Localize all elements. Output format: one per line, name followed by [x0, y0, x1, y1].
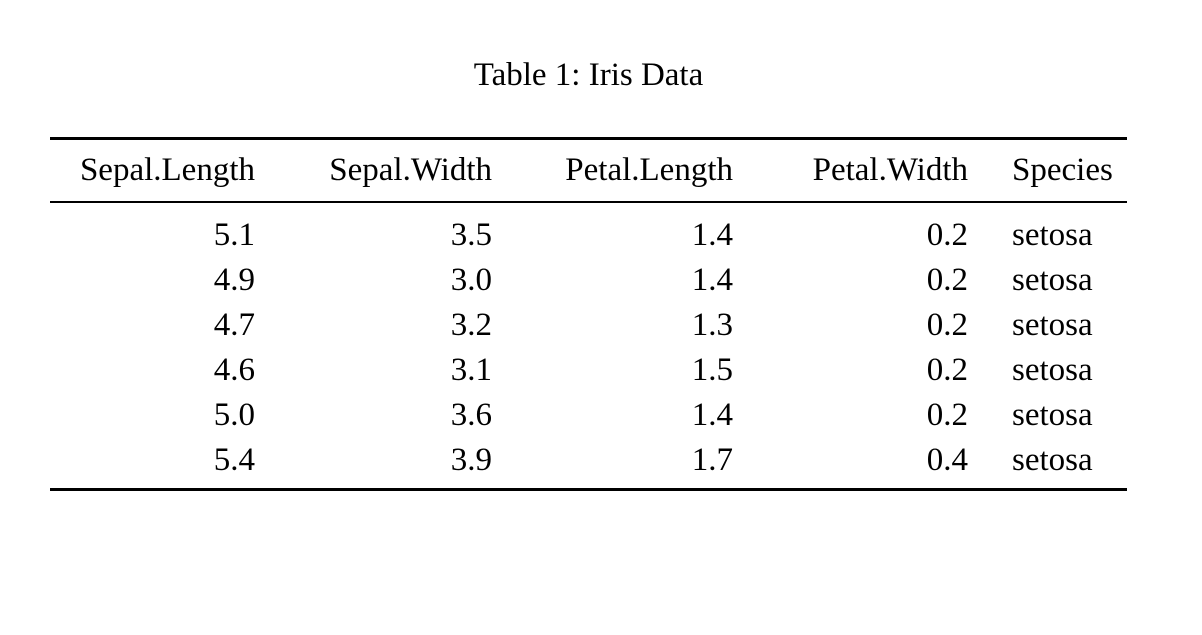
- cell-species: setosa: [1012, 442, 1093, 478]
- table-caption: Table 1: Iris Data: [473, 57, 704, 93]
- column-header-sepal-width: Sepal.Width: [255, 140, 492, 203]
- table-row: 5.0 3.6 1.4 0.2 setosa: [50, 393, 1127, 438]
- table-row: 4.6 3.1 1.5 0.2 setosa: [50, 348, 1127, 393]
- column-header-species: Species: [968, 140, 1127, 203]
- cell-petal-width: 0.2: [926, 262, 968, 298]
- column-header-petal-width: Petal.Width: [733, 140, 968, 203]
- cell-sepal-width: 3.5: [450, 217, 492, 253]
- cell-petal-length: 1.4: [691, 397, 733, 433]
- table-body: 5.1 3.5 1.4 0.2 setosa 4.9 3.0 1.4 0.2 setosa 4.7 3…: [50, 202, 1127, 483]
- cell-sepal-width: 3.9: [450, 442, 492, 478]
- cell-petal-length: 1.5: [691, 352, 733, 388]
- cell-petal-length: 1.3: [691, 307, 733, 343]
- table-row: 4.9 3.0 1.4 0.2 setosa: [50, 258, 1127, 303]
- cell-sepal-width: 3.1: [450, 352, 492, 388]
- table-row: 4.7 3.2 1.3 0.2 setosa: [50, 303, 1127, 348]
- cell-species: setosa: [1012, 262, 1093, 298]
- cell-sepal-length: 4.7: [213, 307, 255, 343]
- cell-sepal-length: 4.9: [213, 262, 255, 298]
- cell-sepal-length: 4.6: [213, 352, 255, 388]
- table-row: 5.1 3.5 1.4 0.2 setosa: [50, 202, 1127, 258]
- cell-sepal-length: 5.4: [213, 442, 255, 478]
- cell-sepal-width: 3.6: [450, 397, 492, 433]
- cell-petal-width: 0.2: [926, 352, 968, 388]
- column-header-sepal-length: Sepal.Length: [50, 140, 255, 203]
- column-header-petal-length: Petal.Length: [492, 140, 733, 203]
- cell-sepal-length: 5.1: [213, 217, 255, 253]
- cell-petal-width: 0.2: [926, 307, 968, 343]
- data-table-container: Sepal.Length Sepal.Width Petal.Length Pe…: [50, 137, 1127, 491]
- cell-petal-width: 0.2: [926, 217, 968, 253]
- table-row: 5.4 3.9 1.7 0.4 setosa: [50, 438, 1127, 483]
- cell-species: setosa: [1012, 217, 1093, 253]
- cell-species: setosa: [1012, 352, 1093, 388]
- cell-petal-length: 1.4: [691, 217, 733, 253]
- header-row: Sepal.Length Sepal.Width Petal.Length Pe…: [50, 140, 1127, 203]
- cell-species: setosa: [1012, 397, 1093, 433]
- iris-data-table: Sepal.Length Sepal.Width Petal.Length Pe…: [50, 140, 1127, 483]
- document-page: Table 1: Iris Data Sepal.Length Sepal.Wi…: [0, 55, 1202, 635]
- cell-sepal-length: 5.0: [213, 397, 255, 433]
- cell-petal-width: 0.4: [926, 442, 968, 478]
- cell-species: setosa: [1012, 307, 1093, 343]
- cell-petal-length: 1.7: [691, 442, 733, 478]
- table-header: Sepal.Length Sepal.Width Petal.Length Pe…: [50, 140, 1127, 203]
- cell-petal-length: 1.4: [691, 262, 733, 298]
- cell-sepal-width: 3.0: [450, 262, 492, 298]
- cell-sepal-width: 3.2: [450, 307, 492, 343]
- cell-petal-width: 0.2: [926, 397, 968, 433]
